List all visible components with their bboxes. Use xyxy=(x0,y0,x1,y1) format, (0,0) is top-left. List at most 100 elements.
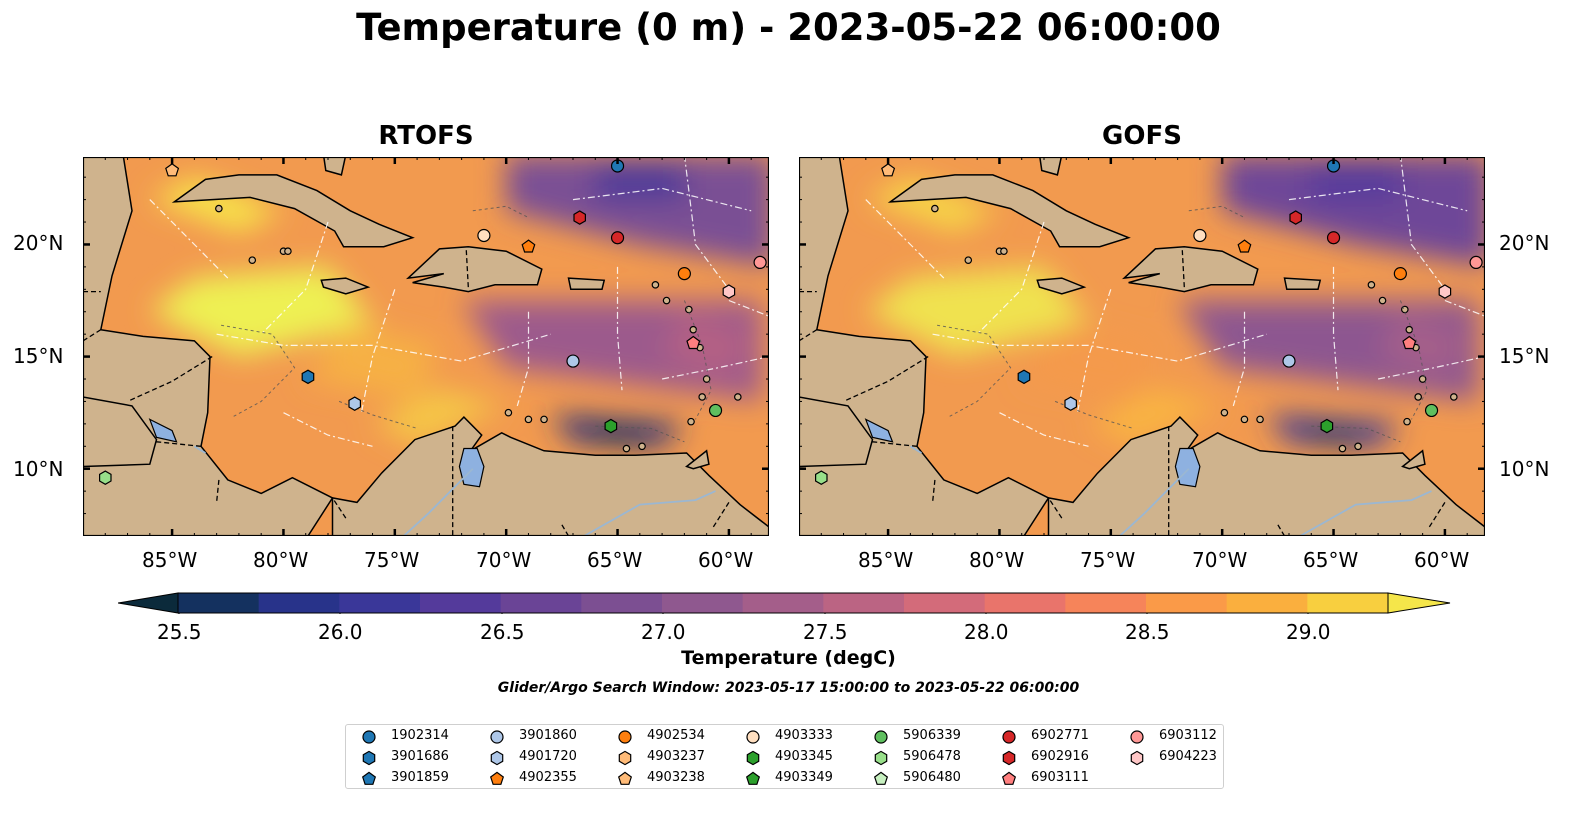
eez-boundary xyxy=(661,356,769,380)
colorbar-tick-label: 26.0 xyxy=(318,620,363,644)
figure-title: Temperature (0 m) - 2023-05-22 06:00:00 xyxy=(356,6,1221,49)
river xyxy=(1299,490,1432,536)
legend-marker-hexagon-icon xyxy=(874,750,888,766)
station-marker-4903238 xyxy=(165,163,180,177)
station-marker-6903111 xyxy=(686,335,701,350)
search-window-note: Glider/Argo Search Window: 2023-05-17 15… xyxy=(497,680,1080,696)
map-frame xyxy=(799,157,1485,536)
gofs-map xyxy=(799,157,1485,536)
legend-marker xyxy=(489,771,505,785)
colorbar-tick-label: 28.0 xyxy=(964,620,1009,644)
eez-boundary xyxy=(260,221,329,335)
eez-boundary xyxy=(1232,311,1246,407)
isobath-contour xyxy=(1188,205,1245,219)
colorbar-tick-label: 26.5 xyxy=(480,620,525,644)
island xyxy=(662,296,671,305)
legend-marker xyxy=(745,771,761,785)
lon-tick-label: 80°W xyxy=(969,548,1025,572)
country-border xyxy=(83,329,102,342)
island xyxy=(1403,417,1411,426)
station-marker-4903333 xyxy=(1193,228,1207,243)
eez-boundary xyxy=(728,299,769,317)
legend-marker xyxy=(362,750,376,766)
legend-marker xyxy=(617,771,633,785)
colorbar-tick-label: 25.5 xyxy=(157,620,202,644)
legend-label: 1902314 xyxy=(391,728,449,743)
legend-label: 4903237 xyxy=(647,749,705,764)
station-marker-6903112 xyxy=(1469,255,1483,270)
land-south-america xyxy=(1047,416,1485,536)
station-marker-4903238 xyxy=(881,163,896,177)
island xyxy=(1240,415,1249,424)
island xyxy=(1367,281,1376,289)
land-central-america xyxy=(83,157,334,536)
sst-region xyxy=(1088,388,1223,447)
legend-label: 4903345 xyxy=(775,749,833,764)
legend-marker-circle-icon xyxy=(746,730,760,744)
sst-region xyxy=(1311,166,1401,200)
eez-boundary xyxy=(1288,187,1468,212)
legend-label: 3901686 xyxy=(391,749,449,764)
eez-boundary xyxy=(1076,289,1112,413)
legend-label: 5906480 xyxy=(903,770,961,785)
legend-marker-pentagon-icon xyxy=(489,771,505,785)
station-marker-6902916 xyxy=(1289,210,1302,225)
legend-label: 4901720 xyxy=(519,749,577,764)
colorbar-bin xyxy=(258,593,340,613)
colorbar-bin xyxy=(742,593,824,613)
eez-boundary xyxy=(1444,299,1485,317)
sst-region xyxy=(1222,157,1485,267)
sst-region xyxy=(865,266,1089,357)
eez-boundary xyxy=(516,311,530,407)
legend-label: 4903333 xyxy=(775,728,833,743)
legend-marker-circle-icon xyxy=(1130,730,1144,744)
legend-marker-circle-icon xyxy=(490,730,504,744)
colorbar-bin xyxy=(1307,593,1389,613)
land-bahamas xyxy=(1039,157,1063,176)
sst-region xyxy=(149,266,373,357)
country-border xyxy=(931,479,936,503)
colorbar-extend-max xyxy=(1387,592,1451,614)
land-trinidad xyxy=(685,449,710,470)
eez-boundary xyxy=(1400,157,1446,290)
legend-marker xyxy=(873,771,889,785)
legend-marker-hexagon-icon xyxy=(1002,750,1016,766)
land-trinidad xyxy=(1401,449,1426,470)
colorbar xyxy=(118,592,1451,614)
eez-boundary xyxy=(932,333,1267,362)
legend-marker xyxy=(1130,730,1144,744)
station-marker-4902355 xyxy=(521,239,536,253)
eez-boundary xyxy=(999,412,1089,447)
island xyxy=(540,415,548,424)
colorbar-bin xyxy=(1226,593,1308,613)
lon-tick-label: 60°W xyxy=(1414,548,1470,572)
colorbar-bin xyxy=(662,593,744,613)
station-marker-6902771 xyxy=(610,231,625,245)
legend-label: 5906478 xyxy=(903,749,961,764)
station-marker-5906478 xyxy=(99,470,112,485)
island xyxy=(1450,393,1458,401)
legend-marker xyxy=(1002,730,1016,744)
legend-marker xyxy=(490,750,504,766)
land-puerto-rico xyxy=(567,277,606,291)
land-hispaniola xyxy=(405,245,543,293)
station-marker-6904223 xyxy=(722,284,736,299)
colorbar-bin xyxy=(984,593,1066,613)
island xyxy=(504,408,513,417)
eez-boundary xyxy=(216,333,551,362)
station-marker-5906339 xyxy=(708,403,723,418)
station-marker-6904223 xyxy=(1438,284,1452,299)
lon-tick-label: 80°W xyxy=(253,548,309,572)
legend-marker-circle-icon xyxy=(874,730,888,744)
station-marker-4903345 xyxy=(1320,418,1334,434)
island xyxy=(651,281,660,289)
lon-tick-label: 85°W xyxy=(858,548,914,572)
legend-label: 6902771 xyxy=(1031,728,1089,743)
sst-region xyxy=(595,166,685,200)
land-cuba xyxy=(887,174,1131,248)
sst-region xyxy=(662,311,752,379)
island xyxy=(622,444,631,453)
river xyxy=(193,445,206,454)
eez-boundary xyxy=(865,199,945,279)
